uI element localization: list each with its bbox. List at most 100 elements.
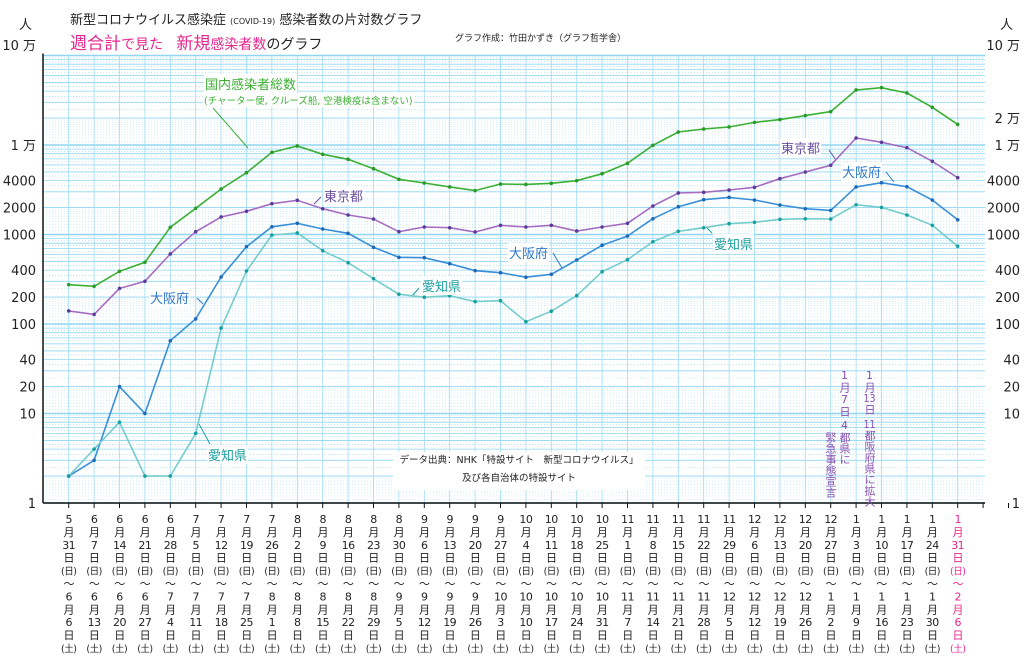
x-label-part: 21	[138, 539, 151, 552]
data-point	[600, 243, 604, 248]
x-label-part: 月	[902, 526, 913, 539]
x-label-part: 月	[825, 526, 836, 539]
x-label-part: 日	[444, 629, 455, 642]
data-point	[473, 188, 477, 193]
x-label-part: 7	[243, 590, 250, 603]
data-point	[295, 198, 300, 203]
data-point	[701, 225, 706, 230]
x-label-part: 月	[317, 603, 328, 616]
x-label-part: 29	[367, 616, 380, 629]
x-label-part: 8	[345, 590, 352, 603]
y-tick-label-right: 100	[995, 318, 1020, 333]
y-tick-label-right: 40	[1003, 354, 1020, 369]
x-label-part: 月	[521, 603, 532, 616]
label-aichi: 愛知県	[421, 276, 463, 295]
x-label-part: (土)	[61, 643, 76, 655]
x-label-part: (日)	[569, 567, 584, 578]
data-point	[955, 244, 960, 249]
data-point	[193, 229, 198, 234]
x-label-part: 日	[140, 629, 151, 642]
data-point	[498, 182, 503, 186]
data-point	[168, 252, 173, 256]
label-tokyo: 東京都	[323, 186, 365, 205]
x-label-part: 〜	[241, 578, 252, 591]
x-label-part: 9	[421, 513, 428, 526]
x-label-part: 月	[419, 526, 430, 539]
series-line	[68, 203, 959, 477]
x-label-part: 月	[368, 603, 379, 616]
x-label-part: (土)	[340, 643, 355, 655]
x-label-part: 〜	[89, 578, 100, 591]
x-label-part: 28	[164, 539, 177, 552]
x-label-part: 日	[495, 552, 506, 565]
x-label-part: 日	[470, 552, 481, 565]
data-point	[371, 217, 376, 221]
x-label-part: 1	[929, 513, 936, 526]
y-tick-label-left: 20	[19, 381, 36, 396]
data-point	[854, 202, 858, 207]
x-label-part: 12	[748, 616, 761, 629]
x-label-part: 日	[241, 552, 252, 565]
x-label-part: 月	[876, 526, 887, 539]
x-label-part: 23	[367, 539, 380, 552]
x-label-part: 月	[546, 526, 557, 539]
label-osaka: 大阪府	[508, 243, 550, 262]
data-point	[524, 182, 528, 187]
x-label-part: (土)	[620, 643, 635, 655]
x-label-part: 〜	[597, 578, 608, 591]
x-label-part: (土)	[112, 643, 127, 655]
x-label-part: 22	[342, 616, 355, 629]
x-label-part: (土)	[874, 643, 889, 655]
x-label-part: 月	[749, 526, 760, 539]
x-label-part: (土)	[518, 643, 533, 655]
x-label-part: 月	[165, 603, 176, 616]
x-label-part: (日)	[544, 567, 559, 578]
x-label-part: 日	[825, 629, 836, 642]
data-point	[498, 223, 503, 228]
x-label-part: 日	[698, 552, 709, 565]
x-label-part: 月	[749, 603, 760, 616]
x-label-part: 6	[91, 513, 98, 526]
x-label-part: 1	[269, 616, 276, 629]
x-label-part: 日	[622, 552, 633, 565]
x-label-part: 7	[218, 590, 225, 603]
y-tick-label-left: 40	[19, 354, 36, 369]
x-label-part: 1	[624, 539, 631, 552]
chart-title: 新型コロナウイルス感染症 (COVID-19) 感染者数の片対数グラフ	[70, 9, 422, 28]
x-label-part: 7	[192, 513, 199, 526]
x-label-part: (土)	[544, 643, 559, 655]
data-point	[955, 122, 960, 127]
x-label-part: 日	[902, 629, 913, 642]
x-label-part: 日	[622, 629, 633, 642]
x-label-part: 〜	[292, 578, 303, 591]
x-label-part: (日)	[290, 567, 305, 578]
x-label-part: 〜	[394, 578, 405, 591]
x-label-part: 〜	[114, 578, 125, 591]
data-point	[549, 181, 554, 186]
x-label-part: 月	[394, 526, 405, 539]
label-national-note: (チャーター便, クルーズ船, 空港検疫は含まない)	[203, 93, 414, 107]
leader-osaka-2	[552, 252, 563, 269]
x-label-part: 月	[444, 603, 455, 616]
x-label-part: 日	[927, 629, 938, 642]
x-label-part: (土)	[899, 643, 914, 655]
x-label-part: (日)	[925, 567, 940, 578]
x-label-part: 6	[91, 590, 98, 603]
x-label-part: 25	[240, 616, 253, 629]
data-point	[244, 269, 249, 273]
x-label-part: 〜	[190, 578, 201, 591]
event1-text: 4都県に	[838, 419, 851, 465]
data-point	[549, 223, 554, 228]
data-point	[143, 474, 147, 478]
x-label-part: (土)	[950, 643, 965, 655]
x-label-part: 〜	[724, 578, 735, 591]
data-point	[320, 152, 325, 157]
y-tick-label-right: 2 万	[995, 112, 1020, 127]
